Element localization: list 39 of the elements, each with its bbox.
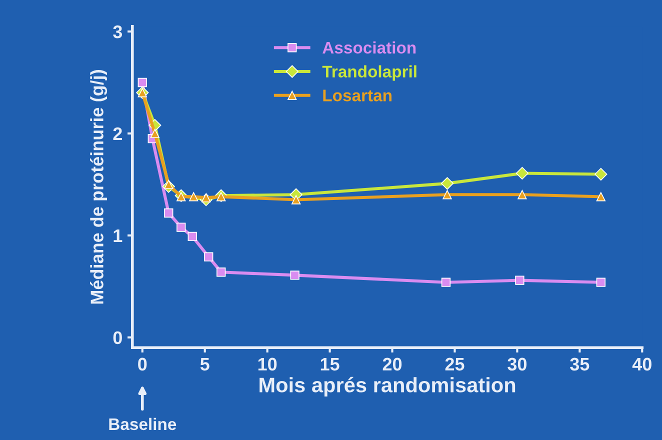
x-tick-label: 30 (508, 358, 527, 371)
y-tick-label: 3 (113, 25, 122, 38)
legend-label: Trandolapril (322, 65, 416, 81)
point (441, 278, 451, 287)
point (188, 232, 197, 242)
point (216, 268, 226, 277)
legend-label: Association (322, 41, 416, 54)
x-tick-label: 15 (320, 358, 340, 371)
x-tick-label: 35 (570, 358, 590, 371)
text: Baseline (109, 418, 176, 430)
y-tick-label: 1 (114, 230, 122, 242)
point (442, 190, 452, 200)
point (204, 252, 214, 262)
x-tick-label: 0 (138, 358, 147, 371)
point (440, 177, 454, 190)
x-tick-label: 20 (382, 358, 402, 371)
point (176, 222, 186, 232)
point (290, 270, 300, 280)
point (291, 195, 301, 204)
point (189, 192, 198, 202)
y-axis-title: Médiane de protéinurie (g/j) (90, 70, 108, 304)
y-tick-label: 2 (113, 127, 122, 140)
point (516, 166, 529, 180)
point (138, 78, 147, 88)
x-tick-label: 25 (445, 358, 464, 371)
x-tick-label: 5 (200, 358, 210, 371)
point (596, 278, 606, 287)
x-tick-label: 10 (258, 358, 277, 371)
point (594, 168, 608, 181)
y-tick-label: 0 (113, 331, 122, 344)
x-tick-label: 40 (632, 358, 652, 371)
point (164, 180, 174, 190)
x-axis-title: Mois aprés randomisation (260, 376, 516, 397)
point (518, 190, 527, 200)
legend-label: Losartan (323, 90, 392, 102)
point (515, 276, 524, 285)
point (150, 128, 160, 138)
point (164, 208, 174, 218)
point (596, 192, 606, 202)
